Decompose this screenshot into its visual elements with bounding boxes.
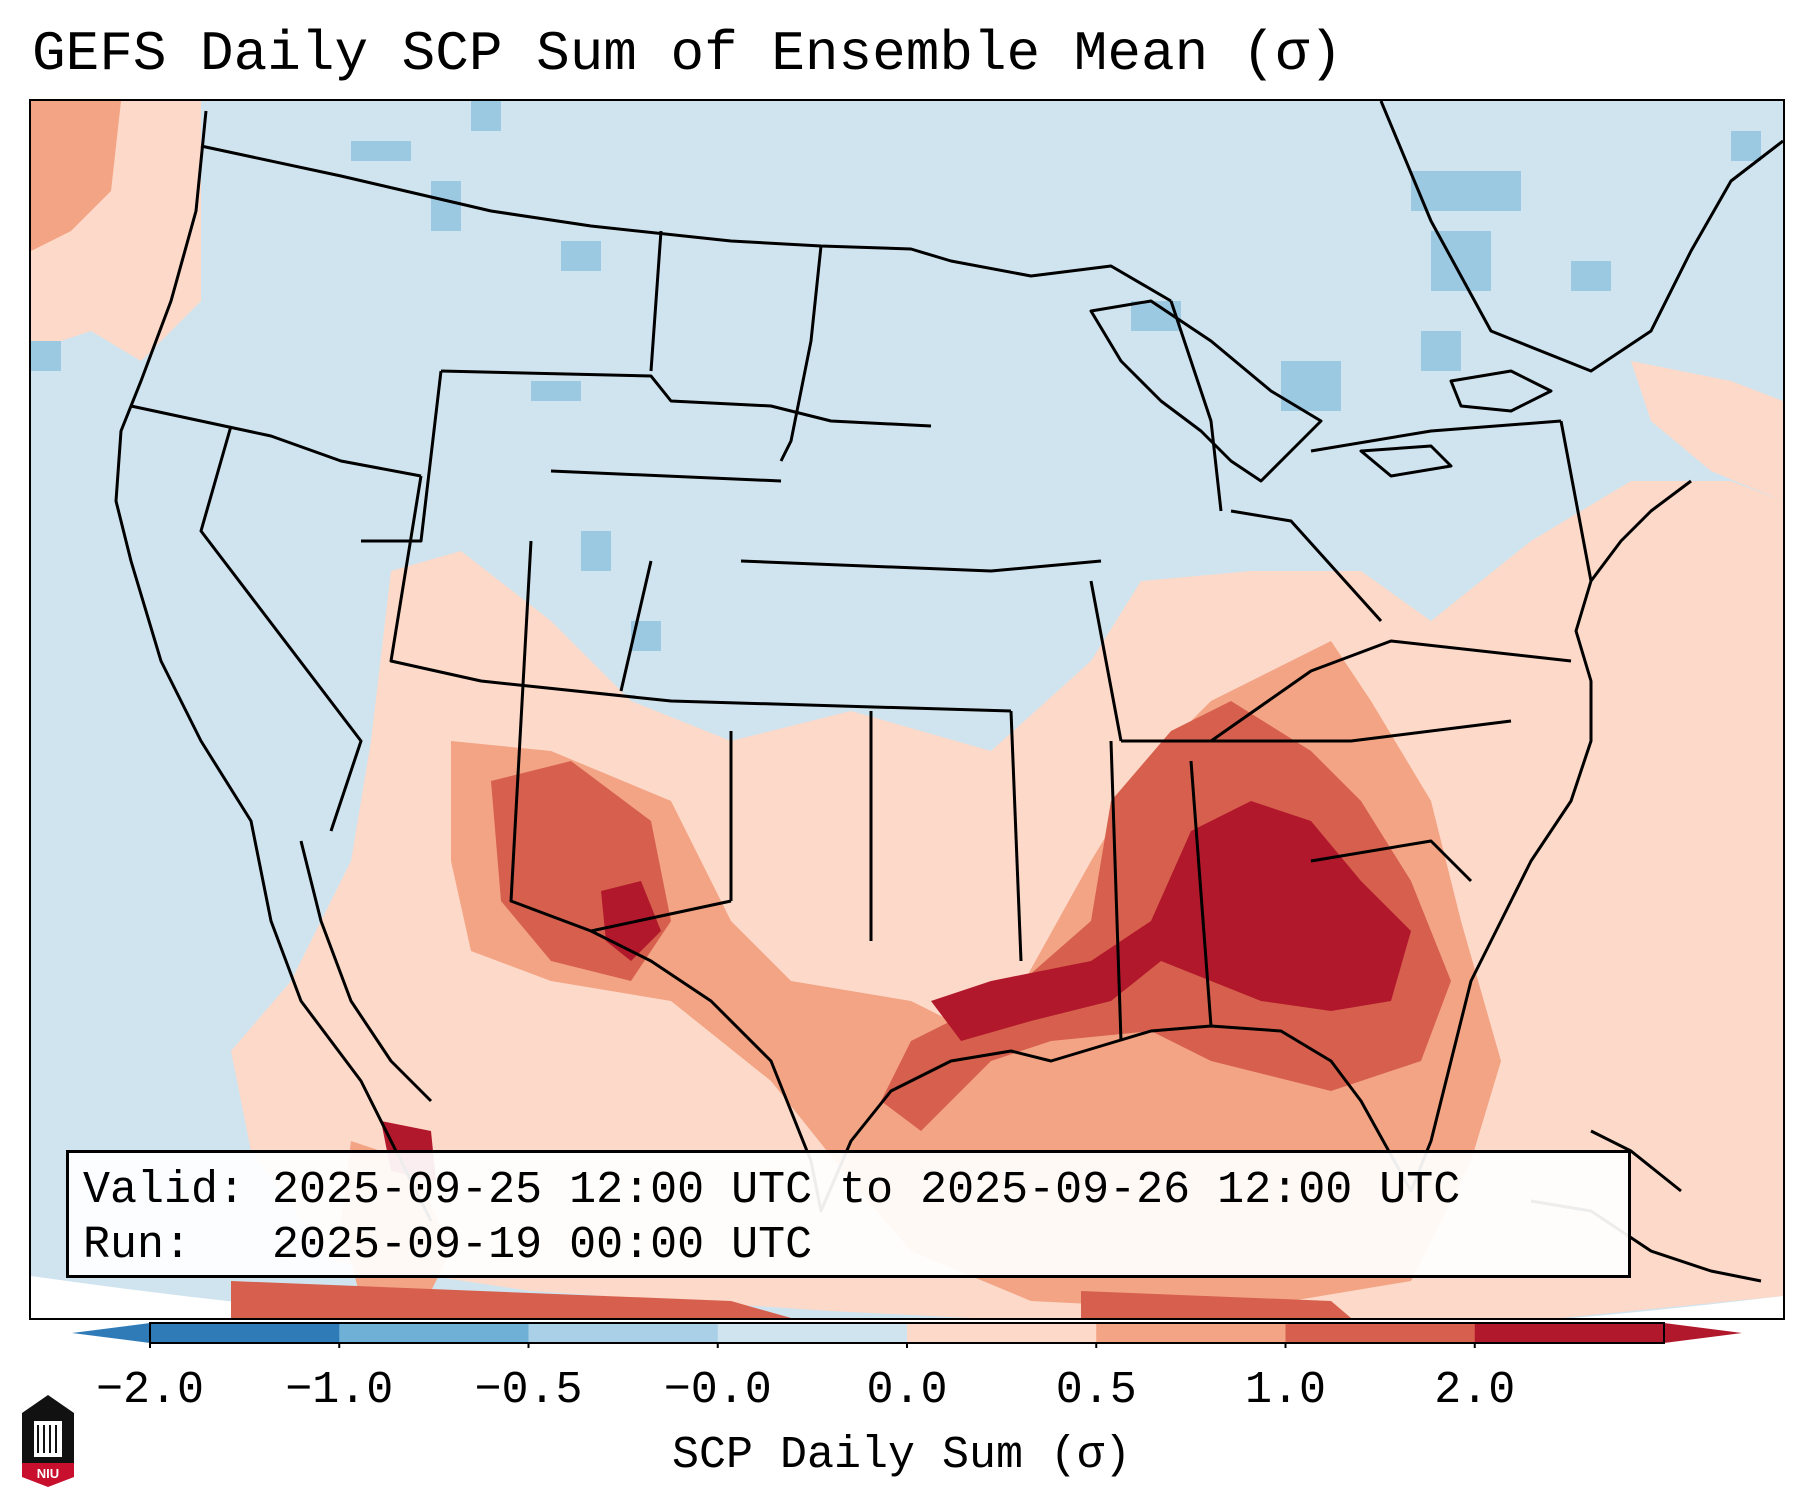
valid-run-info-box: Valid: 2025-09-25 12:00 UTC to 2025-09-2… xyxy=(66,1150,1631,1278)
colorbar-label: SCP Daily Sum (σ) xyxy=(671,1430,1132,1481)
colorbar-tick-label: −0.0 xyxy=(663,1365,772,1416)
colorbar-tick-label: −0.5 xyxy=(474,1365,583,1416)
colorbar-tick-label: 0.0 xyxy=(866,1365,948,1416)
boundary-lines xyxy=(114,101,1783,1283)
map-panel xyxy=(29,99,1785,1320)
atlantic-coastline xyxy=(1499,479,1692,922)
niu-logo: NIU xyxy=(22,1395,74,1487)
colorbar-segment xyxy=(528,1323,719,1343)
niu-logo-text: NIU xyxy=(37,1466,59,1481)
colorbar-segment xyxy=(717,1323,908,1343)
baja-coastline xyxy=(299,840,433,1103)
colorbar-segment xyxy=(1474,1323,1665,1343)
colorbar-segment xyxy=(339,1323,529,1343)
colorbar-extend-low xyxy=(72,1323,150,1343)
negative-anomaly-shading xyxy=(31,101,1761,651)
run-time-line: Run: 2025-09-19 00:00 UTC xyxy=(83,1220,813,1271)
valid-time-line: Valid: 2025-09-25 12:00 UTC to 2025-09-2… xyxy=(83,1165,1461,1216)
map-title: GEFS Daily SCP Sum of Ensemble Mean (σ) xyxy=(32,22,1343,86)
colorbar-tick-label: 2.0 xyxy=(1434,1365,1516,1416)
colorbar-segment xyxy=(150,1323,340,1343)
colorbar-segment xyxy=(1285,1323,1476,1343)
colorbar-tick-label: 1.0 xyxy=(1244,1365,1326,1416)
colorbar-segment xyxy=(1096,1323,1286,1343)
colorbar-tick-label: 0.5 xyxy=(1055,1365,1137,1416)
colorbar-tick-label: −1.0 xyxy=(285,1365,394,1416)
colorbar-extend-high xyxy=(1664,1323,1742,1343)
scp-anomaly-map xyxy=(31,101,1783,1318)
colorbar-tick-label: −2.0 xyxy=(95,1365,205,1416)
colorbar-segment xyxy=(907,1323,1097,1343)
colorbar xyxy=(72,1322,1742,1348)
west-coastline xyxy=(114,110,433,1222)
